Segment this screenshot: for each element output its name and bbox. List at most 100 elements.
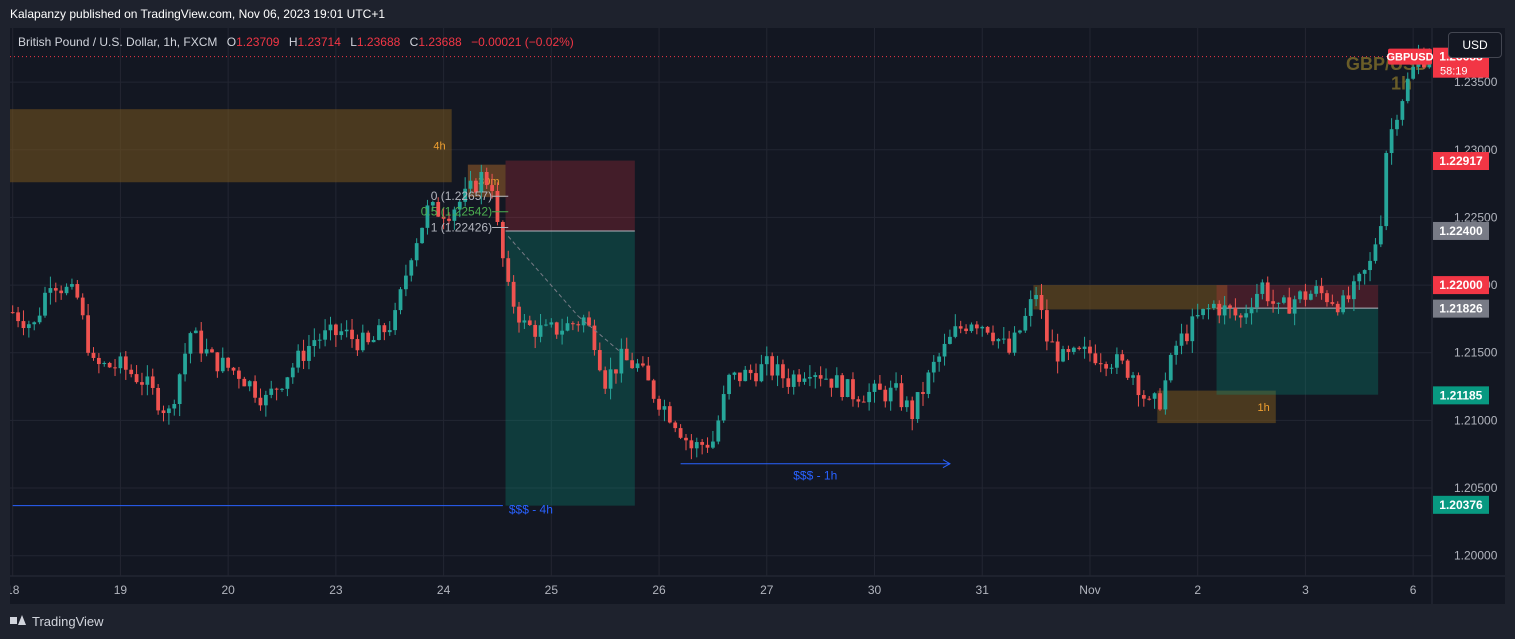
candle-down	[630, 360, 635, 369]
candle-down	[684, 437, 688, 441]
candle-down	[506, 258, 511, 282]
candle-down	[624, 348, 629, 361]
candle-down	[333, 324, 338, 336]
candle-up	[1201, 308, 1205, 316]
footer-bar: TradingView	[0, 604, 1515, 639]
candle-down	[53, 288, 58, 291]
candle-down	[1303, 291, 1308, 300]
candle-up	[172, 404, 177, 409]
projection-line	[577, 315, 622, 354]
liquidity-arrow	[942, 459, 951, 469]
x-tick-label: 3	[1302, 583, 1309, 597]
candle-up	[996, 338, 1001, 342]
candlestick-chart[interactable]: 1.20000 1.20500 1.21000 1.21500 1.22000 1.225…	[10, 28, 1505, 604]
candle-down	[1055, 341, 1060, 362]
candle-up	[1163, 380, 1168, 410]
x-tick-label: 23	[329, 583, 343, 597]
candle-down	[614, 369, 618, 374]
candle-down	[673, 422, 678, 429]
candle-up	[463, 188, 468, 202]
candle-down	[96, 357, 101, 365]
fib-level-label: 0.5 (1.22542)	[421, 205, 492, 219]
x-tick-label: 18	[10, 583, 20, 597]
x-tick-label: 19	[114, 583, 128, 597]
candle-down	[511, 281, 516, 307]
candle-down	[818, 375, 823, 379]
candle-up	[565, 323, 570, 331]
candle-up	[791, 374, 796, 387]
tradingview-logo-icon	[10, 615, 26, 627]
candle-up	[26, 324, 31, 329]
high-label: H	[288, 35, 298, 49]
change-value: −0.00021 (−0.02%)	[471, 35, 574, 49]
candle-up	[948, 336, 952, 344]
candle-up	[1281, 297, 1286, 303]
supply-demand-zone	[1157, 390, 1276, 424]
candle-down	[1141, 395, 1146, 399]
candle-up	[1174, 345, 1179, 355]
candle-down	[484, 171, 489, 186]
candle-down	[851, 379, 855, 400]
candle-up	[953, 326, 958, 337]
candle-up	[802, 378, 807, 382]
candle-down	[226, 357, 231, 368]
candle-up	[269, 388, 274, 395]
candle-down	[899, 383, 904, 408]
candle-up	[1168, 354, 1173, 381]
candle-down	[781, 364, 785, 379]
symbol-legend: British Pound / U.S. Dollar, 1h, FXCM O1…	[18, 35, 574, 49]
price-scale-tag-text: 1.20376	[1439, 498, 1483, 512]
low-value: 1.23688	[356, 35, 401, 49]
fib-level-label: 1 (1.22426)	[431, 220, 492, 234]
candle-down	[1233, 308, 1238, 316]
candle-down	[86, 315, 90, 353]
candle-up	[296, 350, 301, 368]
candle-down	[274, 388, 279, 390]
candle-down	[1335, 303, 1340, 313]
candle-down	[1228, 305, 1232, 309]
chart-container[interactable]: 1.20000 1.20500 1.21000 1.21500 1.22000 1.225…	[10, 28, 1505, 604]
candle-down	[1319, 286, 1324, 294]
candle-down	[597, 350, 602, 371]
y-tick-label: 1.23500	[1454, 75, 1498, 89]
candle-down	[1158, 393, 1162, 410]
candle-up	[1244, 313, 1249, 318]
candle-up	[193, 330, 198, 334]
candle-down	[1104, 364, 1109, 369]
x-tick-label: 24	[437, 583, 451, 597]
candle-up	[915, 392, 920, 420]
candle-down	[253, 381, 257, 398]
candle-up	[307, 346, 311, 361]
candle-down	[366, 332, 371, 343]
candle-up	[247, 381, 252, 387]
currency-button[interactable]: USD	[1448, 32, 1502, 58]
publish-bar: Kalapanzy published on TradingView.com, …	[0, 0, 1515, 28]
candle-up	[328, 324, 333, 331]
candle-down	[1007, 338, 1012, 353]
candle-down	[495, 190, 500, 222]
candle-down	[678, 428, 683, 438]
y-tick-label: 1.22500	[1454, 210, 1498, 224]
tradingview-logo[interactable]: TradingView	[10, 614, 104, 629]
publisher-text: Kalapanzy published on TradingView.com, …	[10, 7, 386, 21]
candle-down	[786, 378, 791, 387]
candle-down	[258, 397, 263, 406]
position-stop-zone	[505, 160, 635, 231]
candle-down	[500, 221, 505, 259]
candle-down	[1125, 360, 1130, 378]
candle-down	[754, 373, 758, 382]
candle-up	[344, 329, 349, 332]
candle-down	[667, 406, 672, 423]
candle-down	[878, 383, 882, 390]
candle-down	[113, 367, 117, 369]
candle-up	[1012, 332, 1017, 353]
candle-up	[824, 378, 828, 380]
candle-up	[1001, 338, 1006, 340]
candle-down	[592, 325, 597, 351]
candle-up	[813, 375, 818, 378]
price-scale-tag	[1433, 276, 1489, 295]
candle-up	[1384, 153, 1389, 227]
candle-up	[64, 286, 69, 294]
candle-up	[183, 353, 187, 375]
candle-down	[910, 400, 915, 420]
